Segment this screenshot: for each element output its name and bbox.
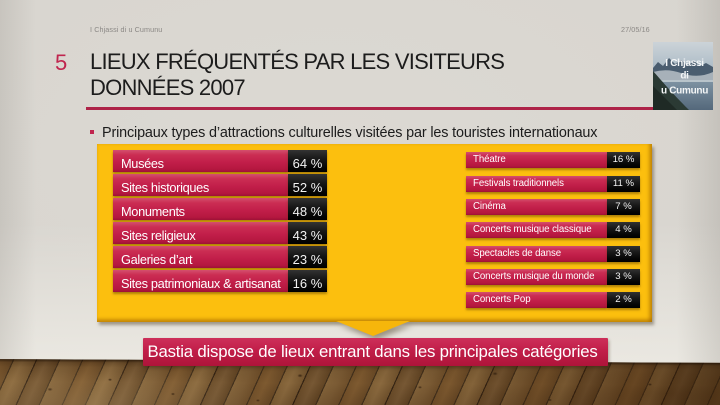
svg-text:di: di — [680, 71, 689, 82]
svg-text:I Chjassi: I Chjassi — [665, 58, 704, 69]
svg-text:u Cumunu: u Cumunu — [661, 86, 708, 97]
